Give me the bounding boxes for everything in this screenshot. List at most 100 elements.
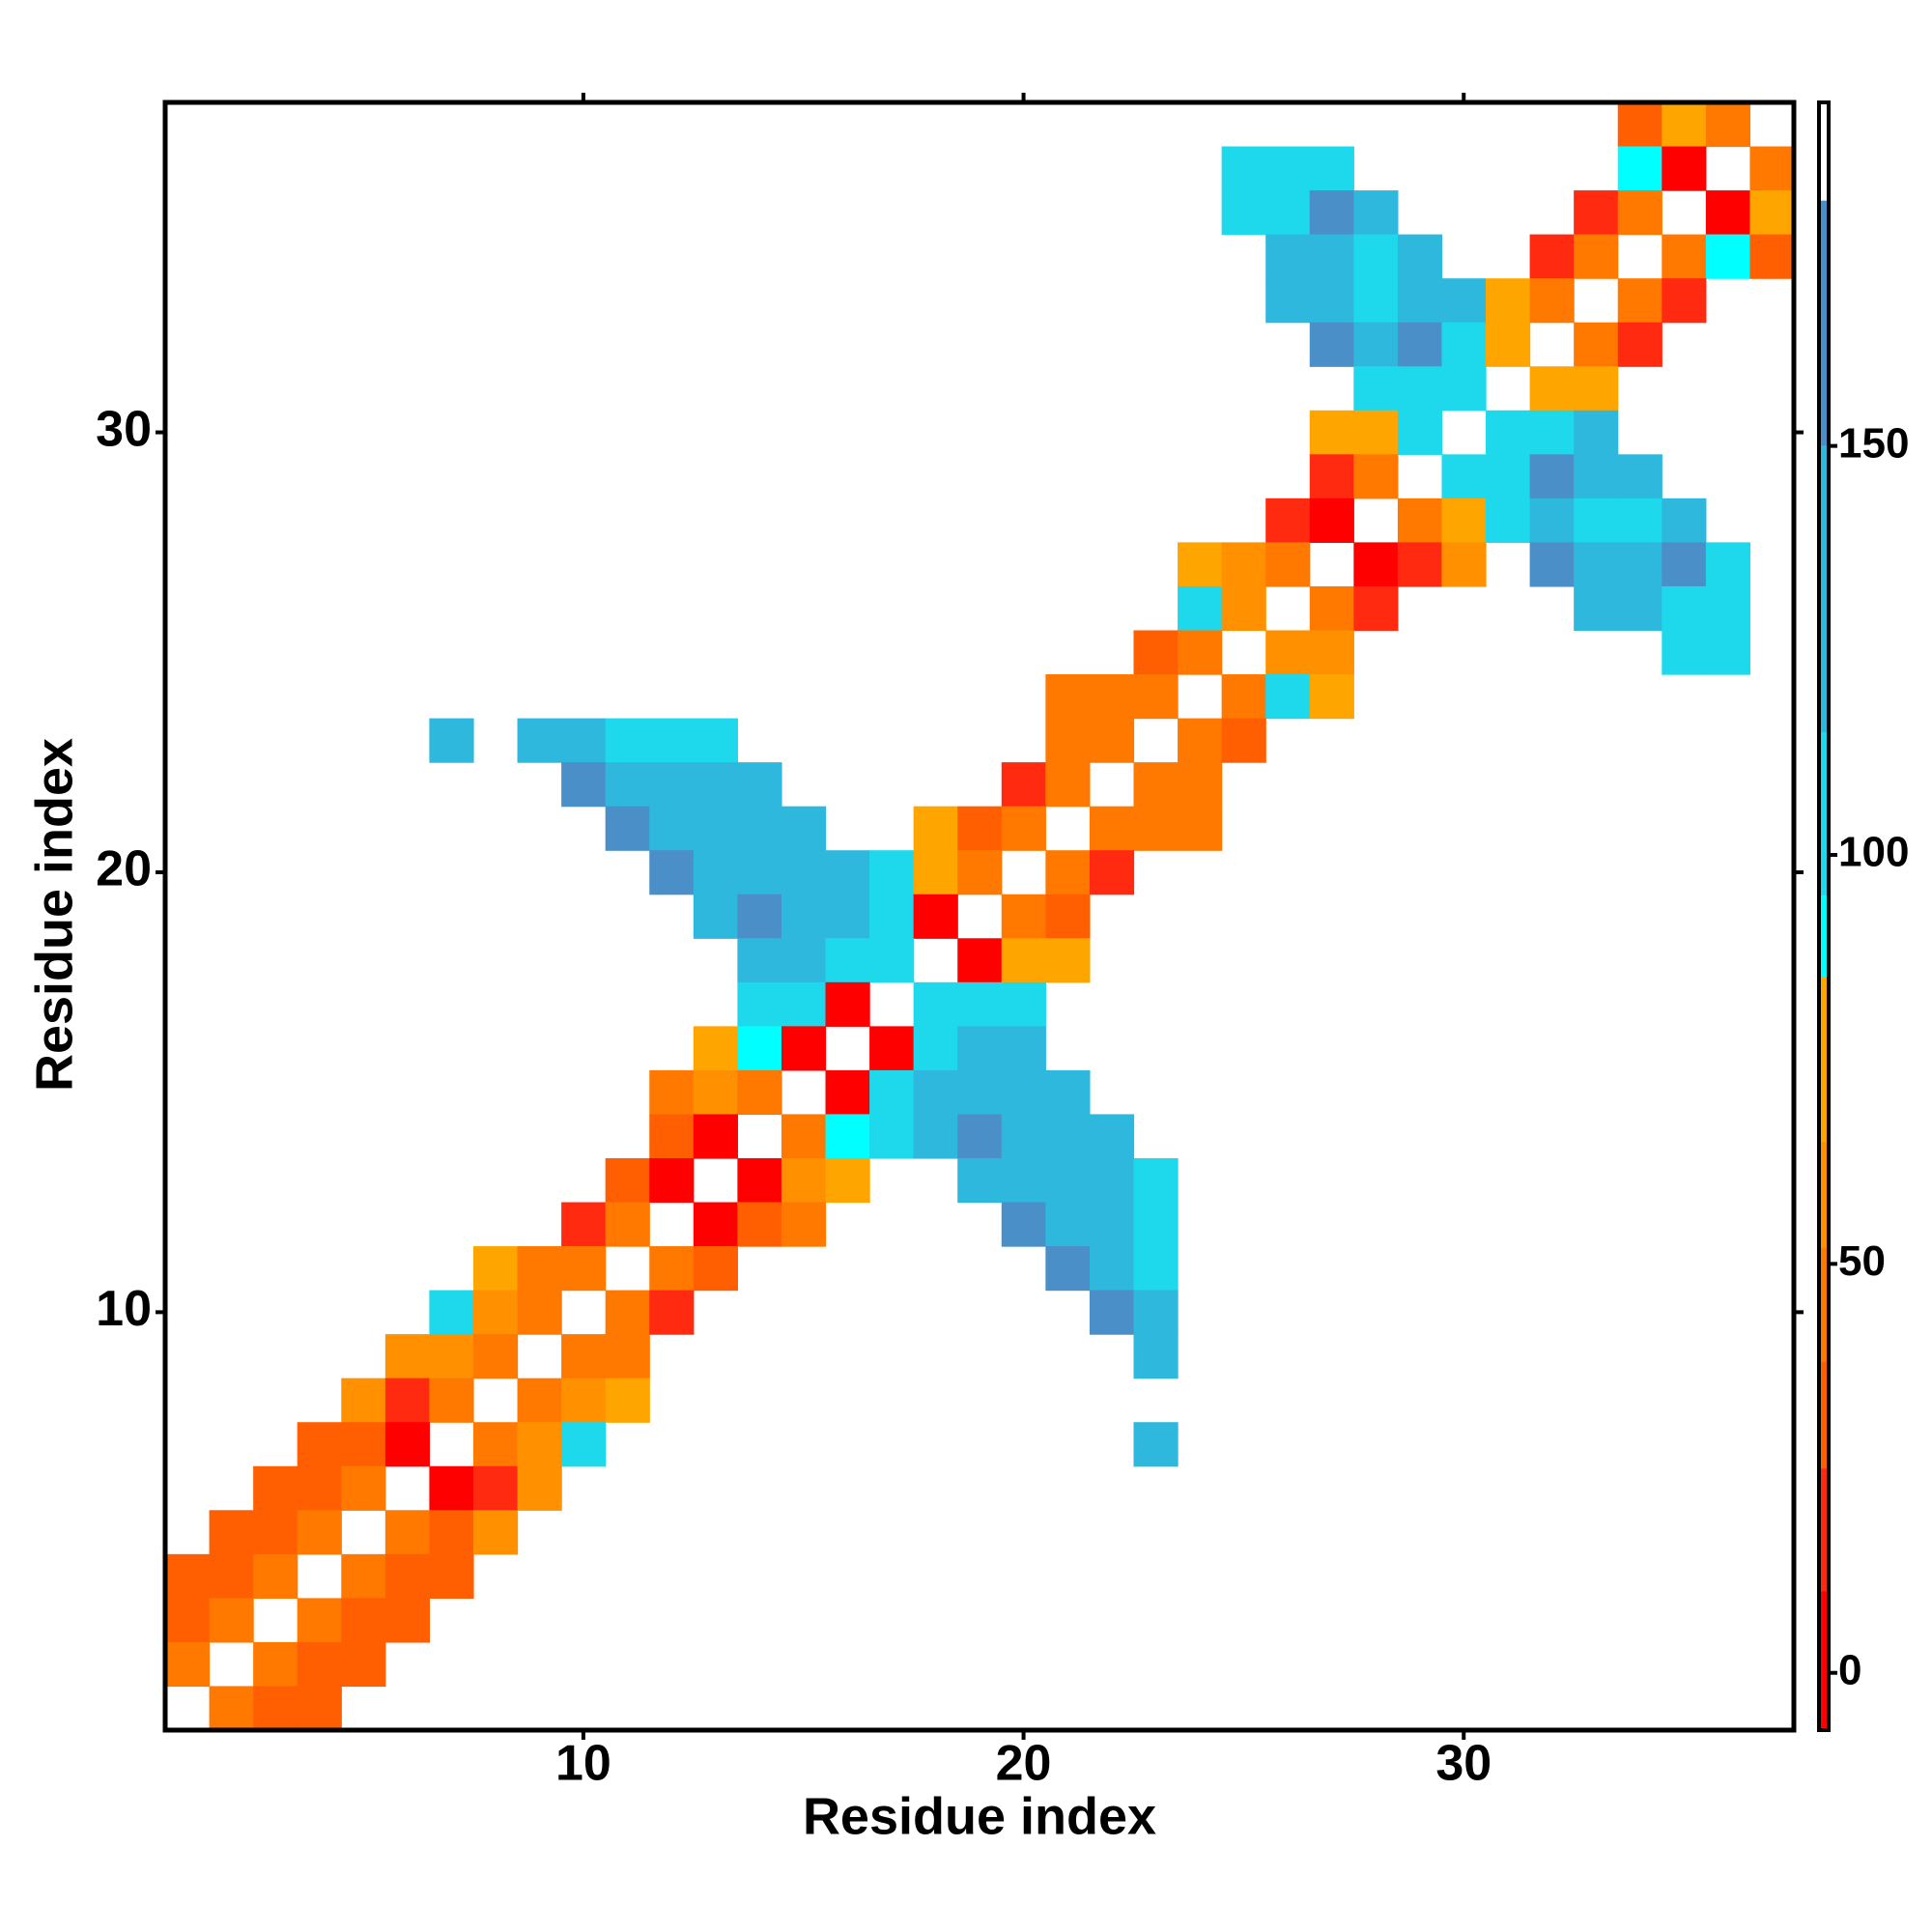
heatmap-cell <box>1133 1202 1179 1247</box>
heatmap-cell <box>297 1598 342 1643</box>
heatmap-cell <box>1265 146 1311 191</box>
heatmap-cell <box>913 894 958 939</box>
heatmap-cell <box>693 806 738 851</box>
heatmap-cell <box>1574 542 1619 587</box>
heatmap-cell <box>649 806 695 851</box>
heatmap-cell <box>1749 234 1795 279</box>
heatmap-cell <box>1662 585 1707 632</box>
heatmap-cell <box>1617 454 1662 499</box>
heatmap-cell <box>429 1510 474 1555</box>
heatmap-cell <box>1353 322 1399 367</box>
heatmap-cell <box>1441 497 1487 544</box>
heatmap-cell <box>781 938 827 983</box>
heatmap-cell <box>1265 630 1311 675</box>
heatmap-cell <box>1353 278 1399 324</box>
colorbar-tick-label: 100 <box>1838 829 1909 876</box>
heatmap-cell <box>1089 718 1135 763</box>
heatmap-cell <box>209 1553 254 1599</box>
heatmap-cell <box>1397 542 1443 587</box>
heatmap-cell <box>1045 894 1091 939</box>
heatmap-cell <box>781 806 827 851</box>
heatmap-cell <box>1529 366 1575 412</box>
heatmap-cell <box>1001 1026 1046 1071</box>
heatmap-cell <box>693 1246 738 1292</box>
heatmap-cell <box>297 1510 342 1555</box>
heatmap-cell <box>1705 630 1751 675</box>
y-tick-label: 20 <box>96 841 152 897</box>
heatmap-cell <box>1617 102 1662 148</box>
heatmap-cell <box>1265 497 1311 544</box>
heatmap-cell <box>605 1290 650 1335</box>
heatmap-cell <box>384 1510 431 1555</box>
heatmap-cell <box>297 1422 342 1467</box>
heatmap-cell <box>1441 278 1487 324</box>
heatmap-cell <box>1178 718 1223 763</box>
heatmap-cell <box>693 1069 738 1116</box>
heatmap-cell <box>472 1422 519 1467</box>
heatmap-cell <box>1133 630 1179 675</box>
heatmap-cell <box>825 938 870 983</box>
heatmap-cell <box>429 1290 474 1335</box>
heatmap-cell <box>737 981 782 1027</box>
colorbar-band <box>1819 1591 1829 1730</box>
heatmap-cell <box>1045 674 1091 720</box>
heatmap-cell <box>913 1069 958 1116</box>
heatmap-cell <box>561 1334 607 1379</box>
heatmap-cell <box>1353 542 1399 587</box>
heatmap-cell <box>472 1510 519 1555</box>
heatmap-cell <box>1178 585 1223 632</box>
heatmap-cell <box>869 1026 915 1071</box>
heatmap-cell <box>825 1157 870 1204</box>
heatmap-cell <box>1133 762 1179 808</box>
colorbar-band <box>1819 895 1829 979</box>
heatmap-cell <box>869 1069 915 1116</box>
heatmap-cell <box>1089 1157 1135 1204</box>
heatmap-cell <box>297 1641 342 1688</box>
heatmap-cell <box>1353 454 1399 499</box>
heatmap-cell <box>1749 146 1795 191</box>
heatmap-cell <box>605 1157 650 1204</box>
heatmap-cell <box>561 1378 607 1423</box>
heatmap-cell <box>693 1026 738 1071</box>
heatmap-cell <box>869 850 915 895</box>
heatmap-cell <box>1001 1157 1046 1204</box>
colorbar-band <box>1819 445 1829 732</box>
heatmap-cell <box>209 1598 254 1643</box>
heatmap-cell <box>1089 674 1135 720</box>
colorbar-band <box>1819 1361 1829 1469</box>
colorbar-band <box>1819 978 1829 1142</box>
heatmap-cell <box>1265 542 1311 587</box>
heatmap-cell <box>605 1202 650 1247</box>
heatmap-cell <box>913 1026 958 1071</box>
heatmap-cell <box>1574 410 1619 455</box>
heatmap-cell <box>693 1114 738 1159</box>
x-tick-label: 20 <box>996 1736 1052 1792</box>
heatmap-cell <box>1749 190 1795 236</box>
heatmap-cell <box>209 1510 254 1555</box>
heatmap-cell <box>649 1290 695 1335</box>
heatmap-cell <box>1045 1202 1091 1247</box>
heatmap-cell <box>1221 190 1266 236</box>
heatmap-cell <box>1662 234 1707 279</box>
heatmap-cell <box>472 1290 519 1335</box>
heatmap-cell <box>1529 497 1575 544</box>
heatmap-cell <box>1001 806 1046 851</box>
heatmap-cell <box>1178 630 1223 675</box>
heatmap-cell <box>1617 190 1662 236</box>
colorbar-band <box>1819 1141 1829 1248</box>
heatmap-cell <box>341 1641 386 1688</box>
heatmap-cell <box>693 894 738 939</box>
heatmap-cell <box>1705 585 1751 632</box>
heatmap-cell <box>957 1026 1003 1071</box>
heatmap-cell <box>605 718 650 763</box>
y-tick-label: 30 <box>96 401 152 457</box>
heatmap-cell <box>1486 454 1531 499</box>
heatmap-cell <box>1574 366 1619 412</box>
heatmap-cell <box>869 894 915 939</box>
heatmap-cell <box>1529 454 1575 499</box>
heatmap-cell <box>957 1114 1003 1159</box>
heatmap-cell <box>341 1422 386 1467</box>
heatmap-cell <box>649 762 695 808</box>
heatmap-cell <box>957 1069 1003 1116</box>
heatmap-cell <box>1397 278 1443 324</box>
